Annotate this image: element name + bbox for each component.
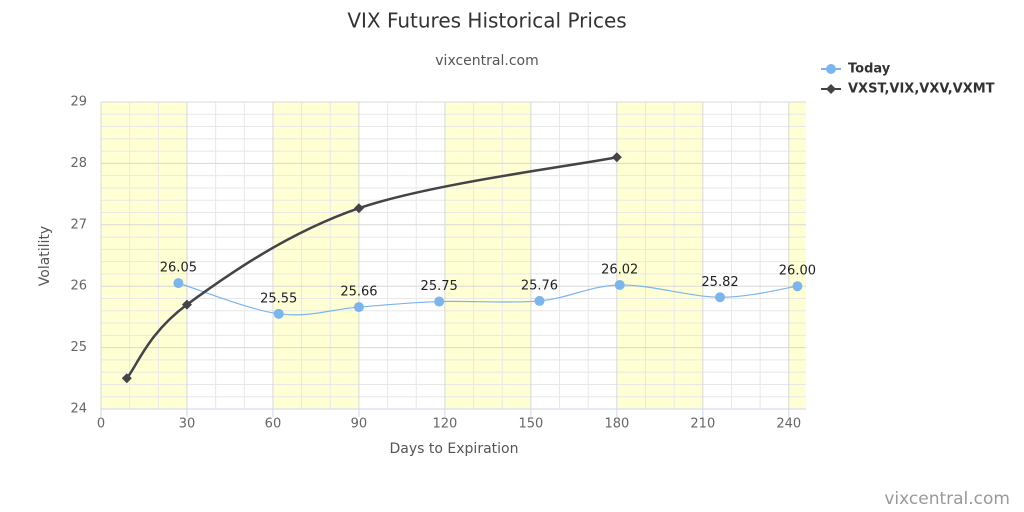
point xyxy=(181,299,192,310)
point xyxy=(715,292,726,303)
x-tick-label: 30 xyxy=(179,417,196,432)
y-tick-label: 29 xyxy=(70,95,87,110)
data-label: 26.00 xyxy=(779,264,816,279)
credits: vixcentral.com xyxy=(884,489,1010,509)
point xyxy=(353,302,364,313)
legend-label[interactable]: Today xyxy=(848,62,891,77)
legend-label[interactable]: VXST,VIX,VXV,VXMT xyxy=(848,82,995,97)
plot-band xyxy=(444,102,531,409)
series-line xyxy=(125,156,618,380)
plot-band xyxy=(272,102,359,409)
legend-symbol xyxy=(826,84,836,94)
plot-band xyxy=(101,102,187,409)
data-label: 25.55 xyxy=(260,291,297,306)
x-tick-label: 150 xyxy=(518,417,543,432)
y-tick-label: 24 xyxy=(70,402,87,417)
legend-symbol xyxy=(826,64,836,74)
data-label: 25.82 xyxy=(701,275,738,290)
data-label: 25.76 xyxy=(521,278,558,293)
y-tick-label: 27 xyxy=(70,217,87,232)
data-label: 25.75 xyxy=(421,279,458,294)
y-tick-label: 25 xyxy=(70,340,87,355)
x-axis-title: Days to Expiration xyxy=(390,441,519,457)
point xyxy=(792,281,803,292)
x-tick-label: 180 xyxy=(604,417,629,432)
point xyxy=(611,152,622,163)
point xyxy=(353,203,364,214)
point xyxy=(534,295,545,306)
point xyxy=(121,373,132,384)
point xyxy=(614,279,625,290)
x-tick-label: 120 xyxy=(432,417,457,432)
data-label: 26.05 xyxy=(160,261,197,276)
data-label: 25.66 xyxy=(340,285,377,300)
data-label: 26.02 xyxy=(601,262,638,277)
x-tick-label: 90 xyxy=(351,417,368,432)
point xyxy=(273,308,284,319)
x-tick-label: 210 xyxy=(690,417,715,432)
plot-band xyxy=(788,102,806,409)
point xyxy=(173,278,184,289)
x-tick-label: 0 xyxy=(97,417,105,432)
x-tick-label: 60 xyxy=(265,417,282,432)
chart-title: VIX Futures Historical Prices xyxy=(347,9,626,33)
x-tick-label: 240 xyxy=(776,417,801,432)
chart-subtitle: vixcentral.com xyxy=(435,53,538,69)
point xyxy=(434,296,445,307)
y-tick-label: 28 xyxy=(70,156,87,171)
y-axis-title: Volatility xyxy=(37,226,53,286)
y-tick-label: 26 xyxy=(70,279,87,294)
plot-band xyxy=(616,102,703,409)
